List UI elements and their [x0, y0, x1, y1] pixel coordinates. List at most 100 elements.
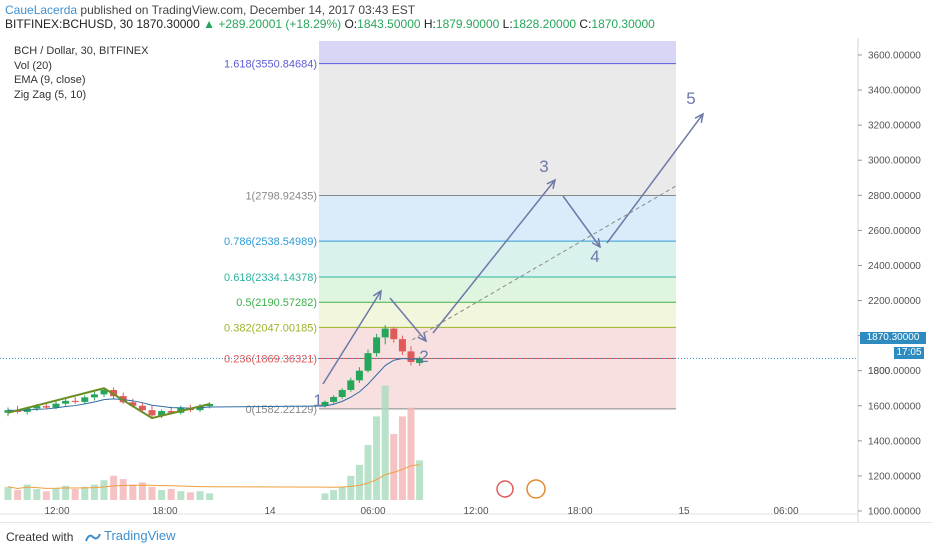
low-label: L: — [502, 17, 513, 31]
volume-bar — [347, 475, 355, 500]
volume-bar — [196, 491, 204, 500]
y-tick-label-1800: 1800 — [868, 366, 891, 377]
open-label: O: — [344, 17, 358, 31]
publish-info: published on TradingView.com, December 1… — [80, 3, 416, 17]
volume-bar — [129, 484, 137, 500]
fib-label-1.618: 1.618(3550.84684) — [224, 59, 317, 71]
zigzag-line — [7, 387, 210, 420]
wave-2-arrow — [389, 297, 427, 342]
volume-bar — [407, 407, 415, 500]
fib-zone-1 — [319, 63, 676, 196]
wave-5-arrow — [606, 113, 704, 244]
fib-label-0.618: 0.618(2334.14378) — [224, 272, 317, 284]
volume-bar — [33, 489, 41, 500]
trend-line — [411, 185, 677, 341]
candle-body — [364, 353, 372, 371]
candle-body — [52, 403, 60, 408]
y-tick-label: 1600.00000 — [868, 401, 921, 412]
volume-bar — [71, 489, 79, 500]
volume-bar — [4, 486, 12, 500]
volume-bar — [364, 445, 372, 500]
price-chart[interactable]: 1.618(3550.84684) 1(2798.92435) 0.786(2538… — [0, 38, 932, 522]
volume-bar — [206, 493, 214, 500]
volume-bar — [186, 492, 194, 500]
y-tick-label: 1400.00000 — [868, 436, 921, 447]
candle-body — [390, 328, 398, 340]
volume-bar — [14, 490, 22, 500]
y-tick-label: 3400.00000 — [868, 86, 921, 97]
volume-bar — [23, 484, 31, 500]
low-value: 1828.20000 — [512, 17, 577, 31]
wave-label-2: 2 — [419, 347, 428, 366]
fib-label-1: 1(2798.92435) — [245, 190, 317, 202]
candle-body — [42, 406, 50, 408]
legend-zigzag[interactable]: Zig Zag (5, 10) — [14, 88, 87, 101]
wave-label-4: 4 — [590, 247, 599, 266]
fib-zone-0 — [319, 358, 676, 409]
candle-body — [129, 402, 137, 406]
candle-body — [90, 394, 98, 398]
change-value: +289.20001 (+18.29%) — [218, 17, 342, 31]
candle-body — [381, 328, 389, 338]
author-link[interactable]: CaueLacerda — [5, 3, 78, 17]
candle-body — [4, 410, 12, 413]
wave-3-arrow — [432, 179, 556, 334]
y-tick-label: 1200.00000 — [868, 471, 921, 482]
footer: Created with TradingView — [0, 522, 932, 551]
volume-ma-line — [7, 464, 420, 489]
volume-bar — [355, 464, 363, 500]
fib-label-0.236: 0.236(1869.36321) — [224, 354, 317, 366]
high-value: 1879.90000 — [435, 17, 500, 31]
last-price: 1870.30000 — [136, 17, 200, 31]
y-tick-label: 3200.00000 — [868, 121, 921, 132]
x-tick-label: 12:00 — [44, 506, 69, 517]
fib-zone-0.618 — [319, 241, 676, 278]
fib-zone-0.236 — [319, 327, 676, 359]
wave-5-arrow-head — [694, 112, 705, 123]
candle-body — [398, 339, 406, 352]
candle-body — [338, 389, 346, 397]
volume-bar — [148, 486, 156, 500]
volume-bar — [321, 493, 329, 500]
legend-volume[interactable]: Vol (20) — [14, 59, 52, 72]
y-tick-label: 2800.00000 — [868, 191, 921, 202]
fib-label-0.382: 0.382(2047.00185) — [224, 322, 317, 334]
candle-body — [138, 405, 146, 411]
tradingview-brand[interactable]: TradingView — [104, 528, 176, 543]
change-arrow-icon: ▲ — [203, 17, 216, 31]
legend-ema[interactable]: EMA (9, close) — [14, 74, 86, 86]
event-marker-icon — [496, 480, 514, 498]
x-tick-label: 12:00 — [463, 506, 488, 517]
volume-bar — [381, 385, 389, 500]
last-price-tag: 1870.30000 — [860, 332, 926, 344]
volume-bar — [42, 491, 50, 500]
volume-bar — [416, 460, 424, 500]
fib-zone-0.382 — [319, 302, 676, 328]
wave-label-1: 1 — [313, 391, 322, 410]
volume-bar — [138, 482, 146, 500]
chart-header: CaueLacerda published on TradingView.com… — [0, 0, 932, 38]
y-tick-label: 3600.00000 — [868, 51, 921, 62]
legend-series[interactable]: BCH / Dollar, 30, BITFINEX — [14, 45, 149, 57]
candle-body — [167, 411, 175, 413]
fib-label-0.786: 0.786(2538.54989) — [224, 236, 317, 248]
candle-body — [62, 400, 70, 404]
publish-line: CaueLacerda published on TradingView.com… — [5, 3, 415, 17]
symbol-label: BITFINEX:BCHUSD, 30 — [5, 17, 134, 31]
volume-bar — [330, 490, 338, 500]
candle-body — [206, 404, 214, 407]
x-tick-label: 18:00 — [152, 506, 177, 517]
candle-body — [81, 397, 89, 402]
wave-label-5: 5 — [686, 89, 695, 108]
volume-bar — [110, 475, 118, 500]
wave-1-arrow-head — [372, 289, 382, 301]
candle-body — [71, 400, 79, 402]
candle-body — [100, 389, 108, 395]
volume-bar — [177, 491, 185, 500]
volume-bar — [81, 486, 89, 500]
candle-body — [407, 351, 415, 362]
volume-bar — [390, 434, 398, 500]
candle-body — [355, 370, 363, 381]
wave-1-arrow — [322, 290, 382, 385]
volume-bar — [100, 480, 108, 500]
